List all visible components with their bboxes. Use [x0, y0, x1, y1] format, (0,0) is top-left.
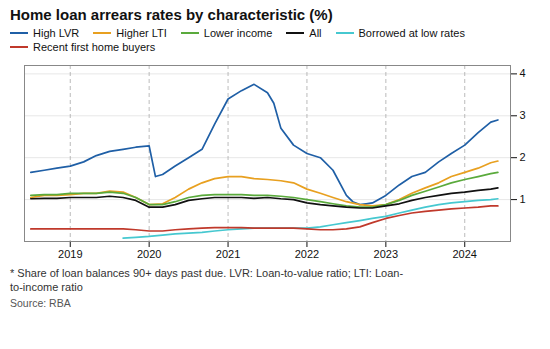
svg-text:2: 2	[520, 151, 526, 163]
svg-text:3: 3	[520, 109, 526, 121]
svg-text:2020: 2020	[137, 248, 161, 260]
svg-text:2024: 2024	[452, 248, 476, 260]
svg-text:2019: 2019	[58, 248, 82, 260]
svg-text:4: 4	[520, 67, 526, 79]
html-text:Lower income: Lower income	[203, 27, 273, 39]
svg-text:2021: 2021	[216, 248, 240, 260]
html-text:* Share of loan balances 90+ d: * Share of loan balances 90+ days past d…	[10, 267, 404, 293]
html-text:High LVR: High LVR	[33, 27, 80, 39]
html-text:Recent first home buyers: Recent first home buyers	[33, 41, 156, 53]
svg-text:2023: 2023	[374, 248, 398, 260]
html-text:Higher LTI: Higher LTI	[116, 27, 167, 39]
svg-text:2022: 2022	[295, 248, 319, 260]
html-text:Borrowed at low rates: Borrowed at low rates	[358, 27, 465, 39]
svg-text:1: 1	[520, 193, 526, 205]
html-text:All: All	[309, 27, 322, 39]
html-text:Source: RBA: Source: RBA	[10, 296, 71, 309]
html-text:Home loan arrears rates by cha: Home loan arrears rates by characteristi…	[10, 6, 333, 23]
